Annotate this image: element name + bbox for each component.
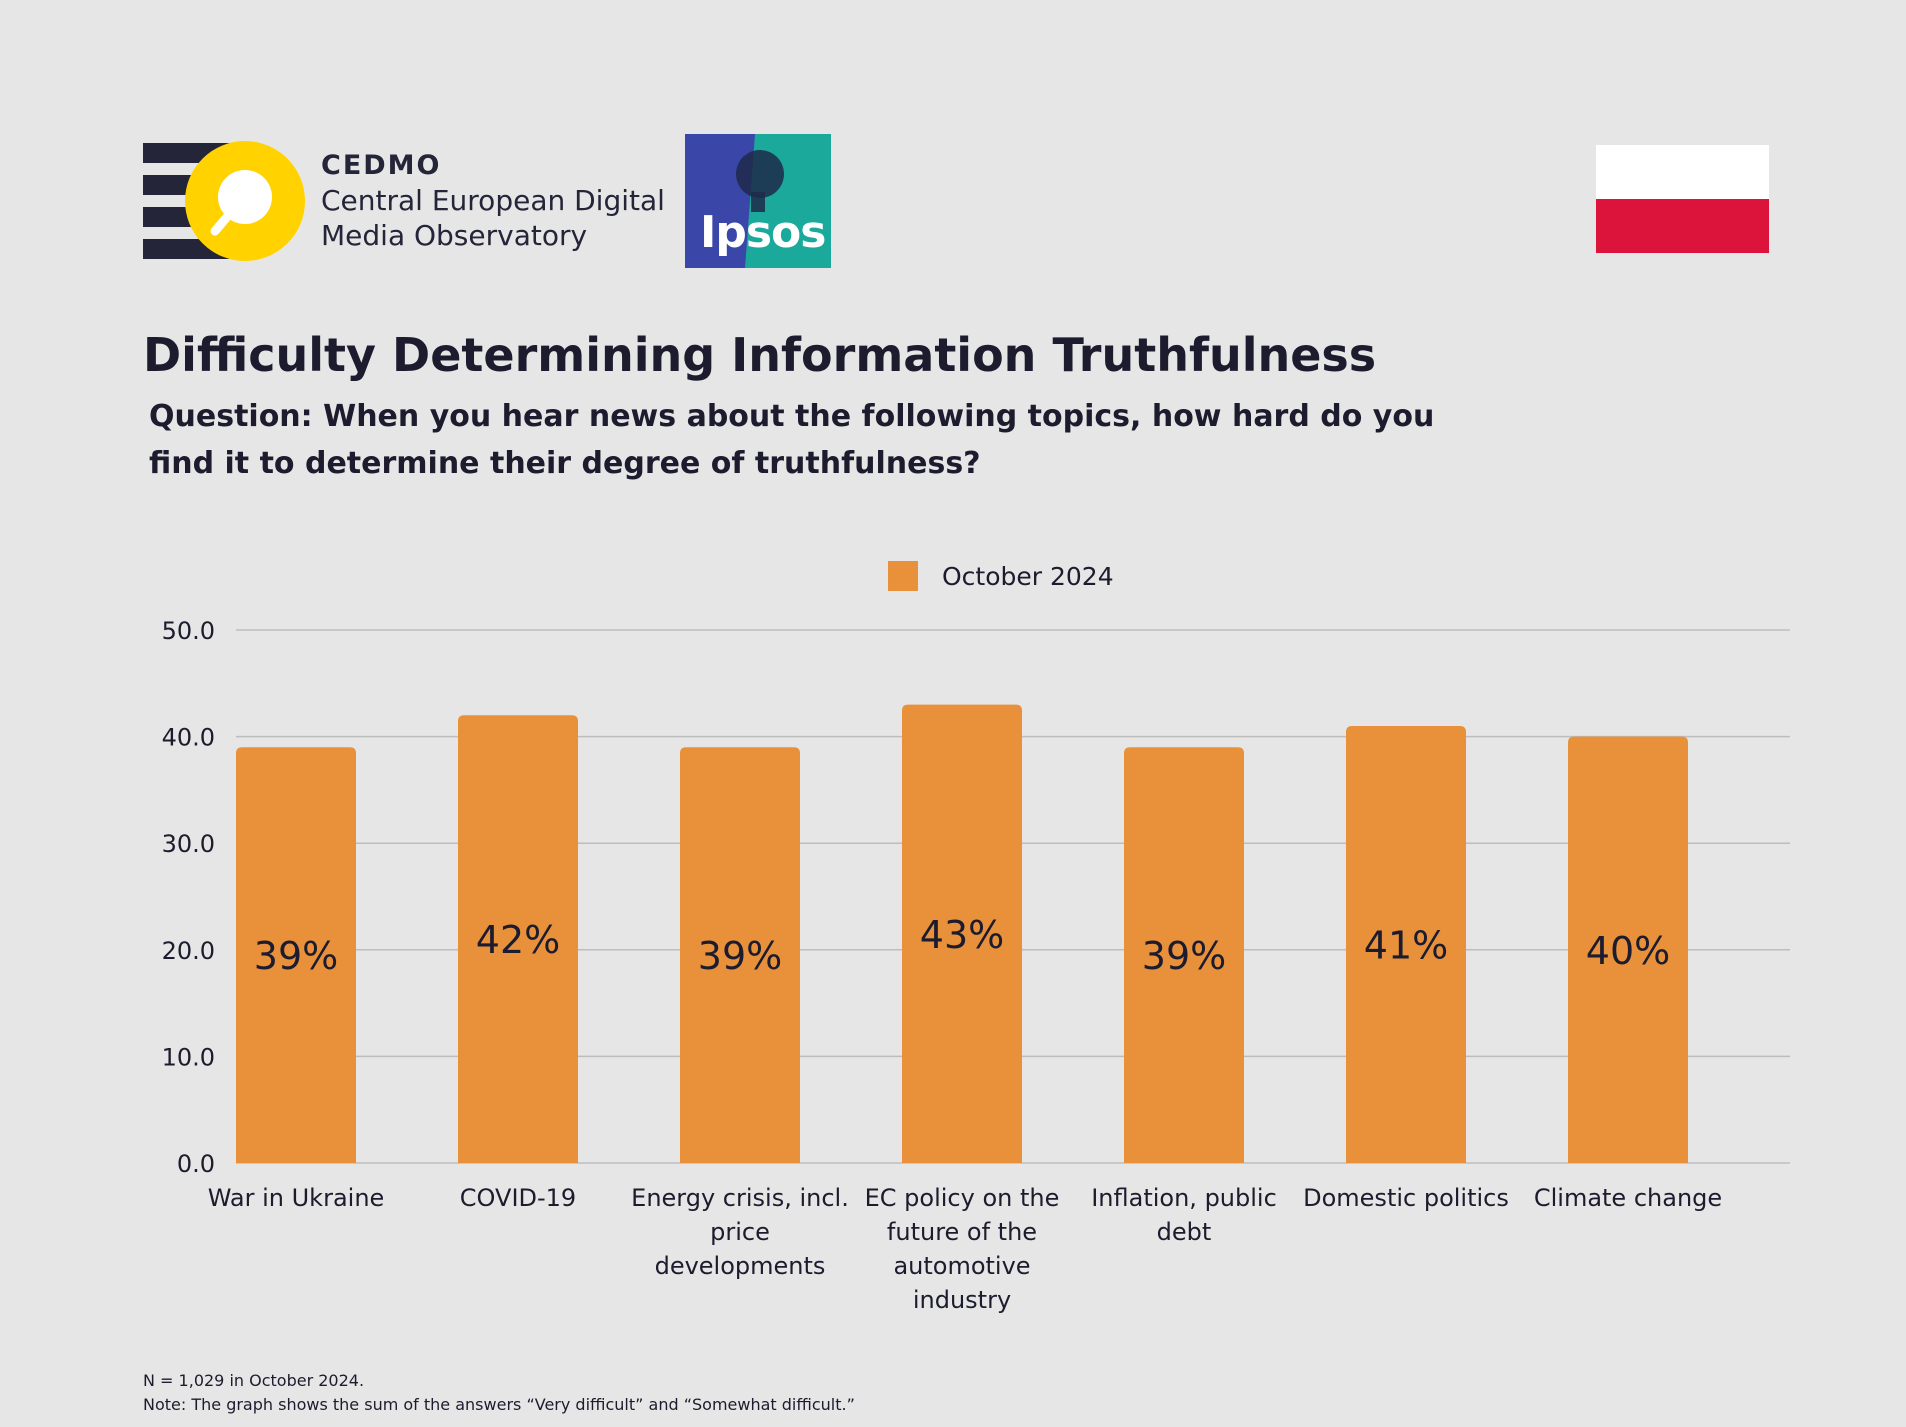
chart-subtitle: Question: When you hear news about the f… — [149, 399, 1435, 481]
x-category-label: developments — [655, 1252, 826, 1280]
x-category-label: Domestic politics — [1303, 1184, 1509, 1212]
data-label: 39% — [254, 934, 338, 978]
x-category-label: price — [710, 1218, 770, 1246]
x-category-label: future of the — [887, 1218, 1037, 1246]
data-label: 39% — [1142, 934, 1226, 978]
x-category-label: War in Ukraine — [208, 1184, 385, 1212]
legend-swatch — [888, 561, 918, 591]
cedmo-tagline-2: Media Observatory — [321, 219, 588, 252]
x-category-label: debt — [1157, 1218, 1212, 1246]
y-tick-label: 20.0 — [162, 937, 215, 965]
ipsos-logo-icon — [685, 134, 831, 268]
data-label: 42% — [476, 918, 560, 962]
bar — [1346, 725, 1466, 1163]
data-label: 39% — [698, 934, 782, 978]
data-label: 41% — [1364, 923, 1448, 967]
ipsos-logo-text: Ipsos — [700, 207, 826, 258]
footnote-note: Note: The graph shows the sum of the ans… — [143, 1395, 855, 1414]
x-category-label: Energy crisis, incl. — [631, 1184, 849, 1212]
x-category-label: COVID-19 — [460, 1184, 576, 1212]
y-tick-label: 30.0 — [162, 830, 215, 858]
footnote-sample-size: N = 1,029 in October 2024. — [143, 1371, 365, 1390]
bar-chart: 0.0 10.0 20.0 30.0 40.0 50.0 October 2024 39% Wa… — [162, 561, 1790, 1314]
poland-flag — [1596, 145, 1769, 253]
x-category-label: industry — [913, 1286, 1011, 1314]
bar — [1124, 747, 1244, 1163]
chart-title: Difficulty Determining Information Truth… — [143, 328, 1377, 382]
y-tick-label: 50.0 — [162, 617, 215, 645]
y-tick-label: 10.0 — [162, 1043, 215, 1071]
bar — [902, 704, 1022, 1163]
flag-red-stripe — [1596, 199, 1769, 253]
y-tick-label: 0.0 — [177, 1150, 215, 1178]
cedmo-logo-icon — [143, 141, 305, 261]
cedmo-name: CEDMO — [321, 150, 442, 181]
y-tick-label: 40.0 — [162, 724, 215, 752]
cedmo-tagline-1: Central European Digital — [321, 184, 665, 217]
data-label: 40% — [1586, 929, 1670, 973]
bar — [458, 715, 578, 1163]
x-category-label: automotive — [893, 1252, 1030, 1280]
data-label: 43% — [920, 913, 1004, 957]
x-category-label: Inflation, public — [1091, 1184, 1277, 1212]
x-category-label: EC policy on the — [865, 1184, 1060, 1212]
bar — [1568, 736, 1688, 1163]
x-category-label: Climate change — [1534, 1184, 1722, 1212]
bar — [236, 747, 356, 1163]
legend-label: October 2024 — [942, 562, 1114, 591]
flag-white-stripe — [1596, 145, 1769, 199]
bar — [680, 747, 800, 1163]
